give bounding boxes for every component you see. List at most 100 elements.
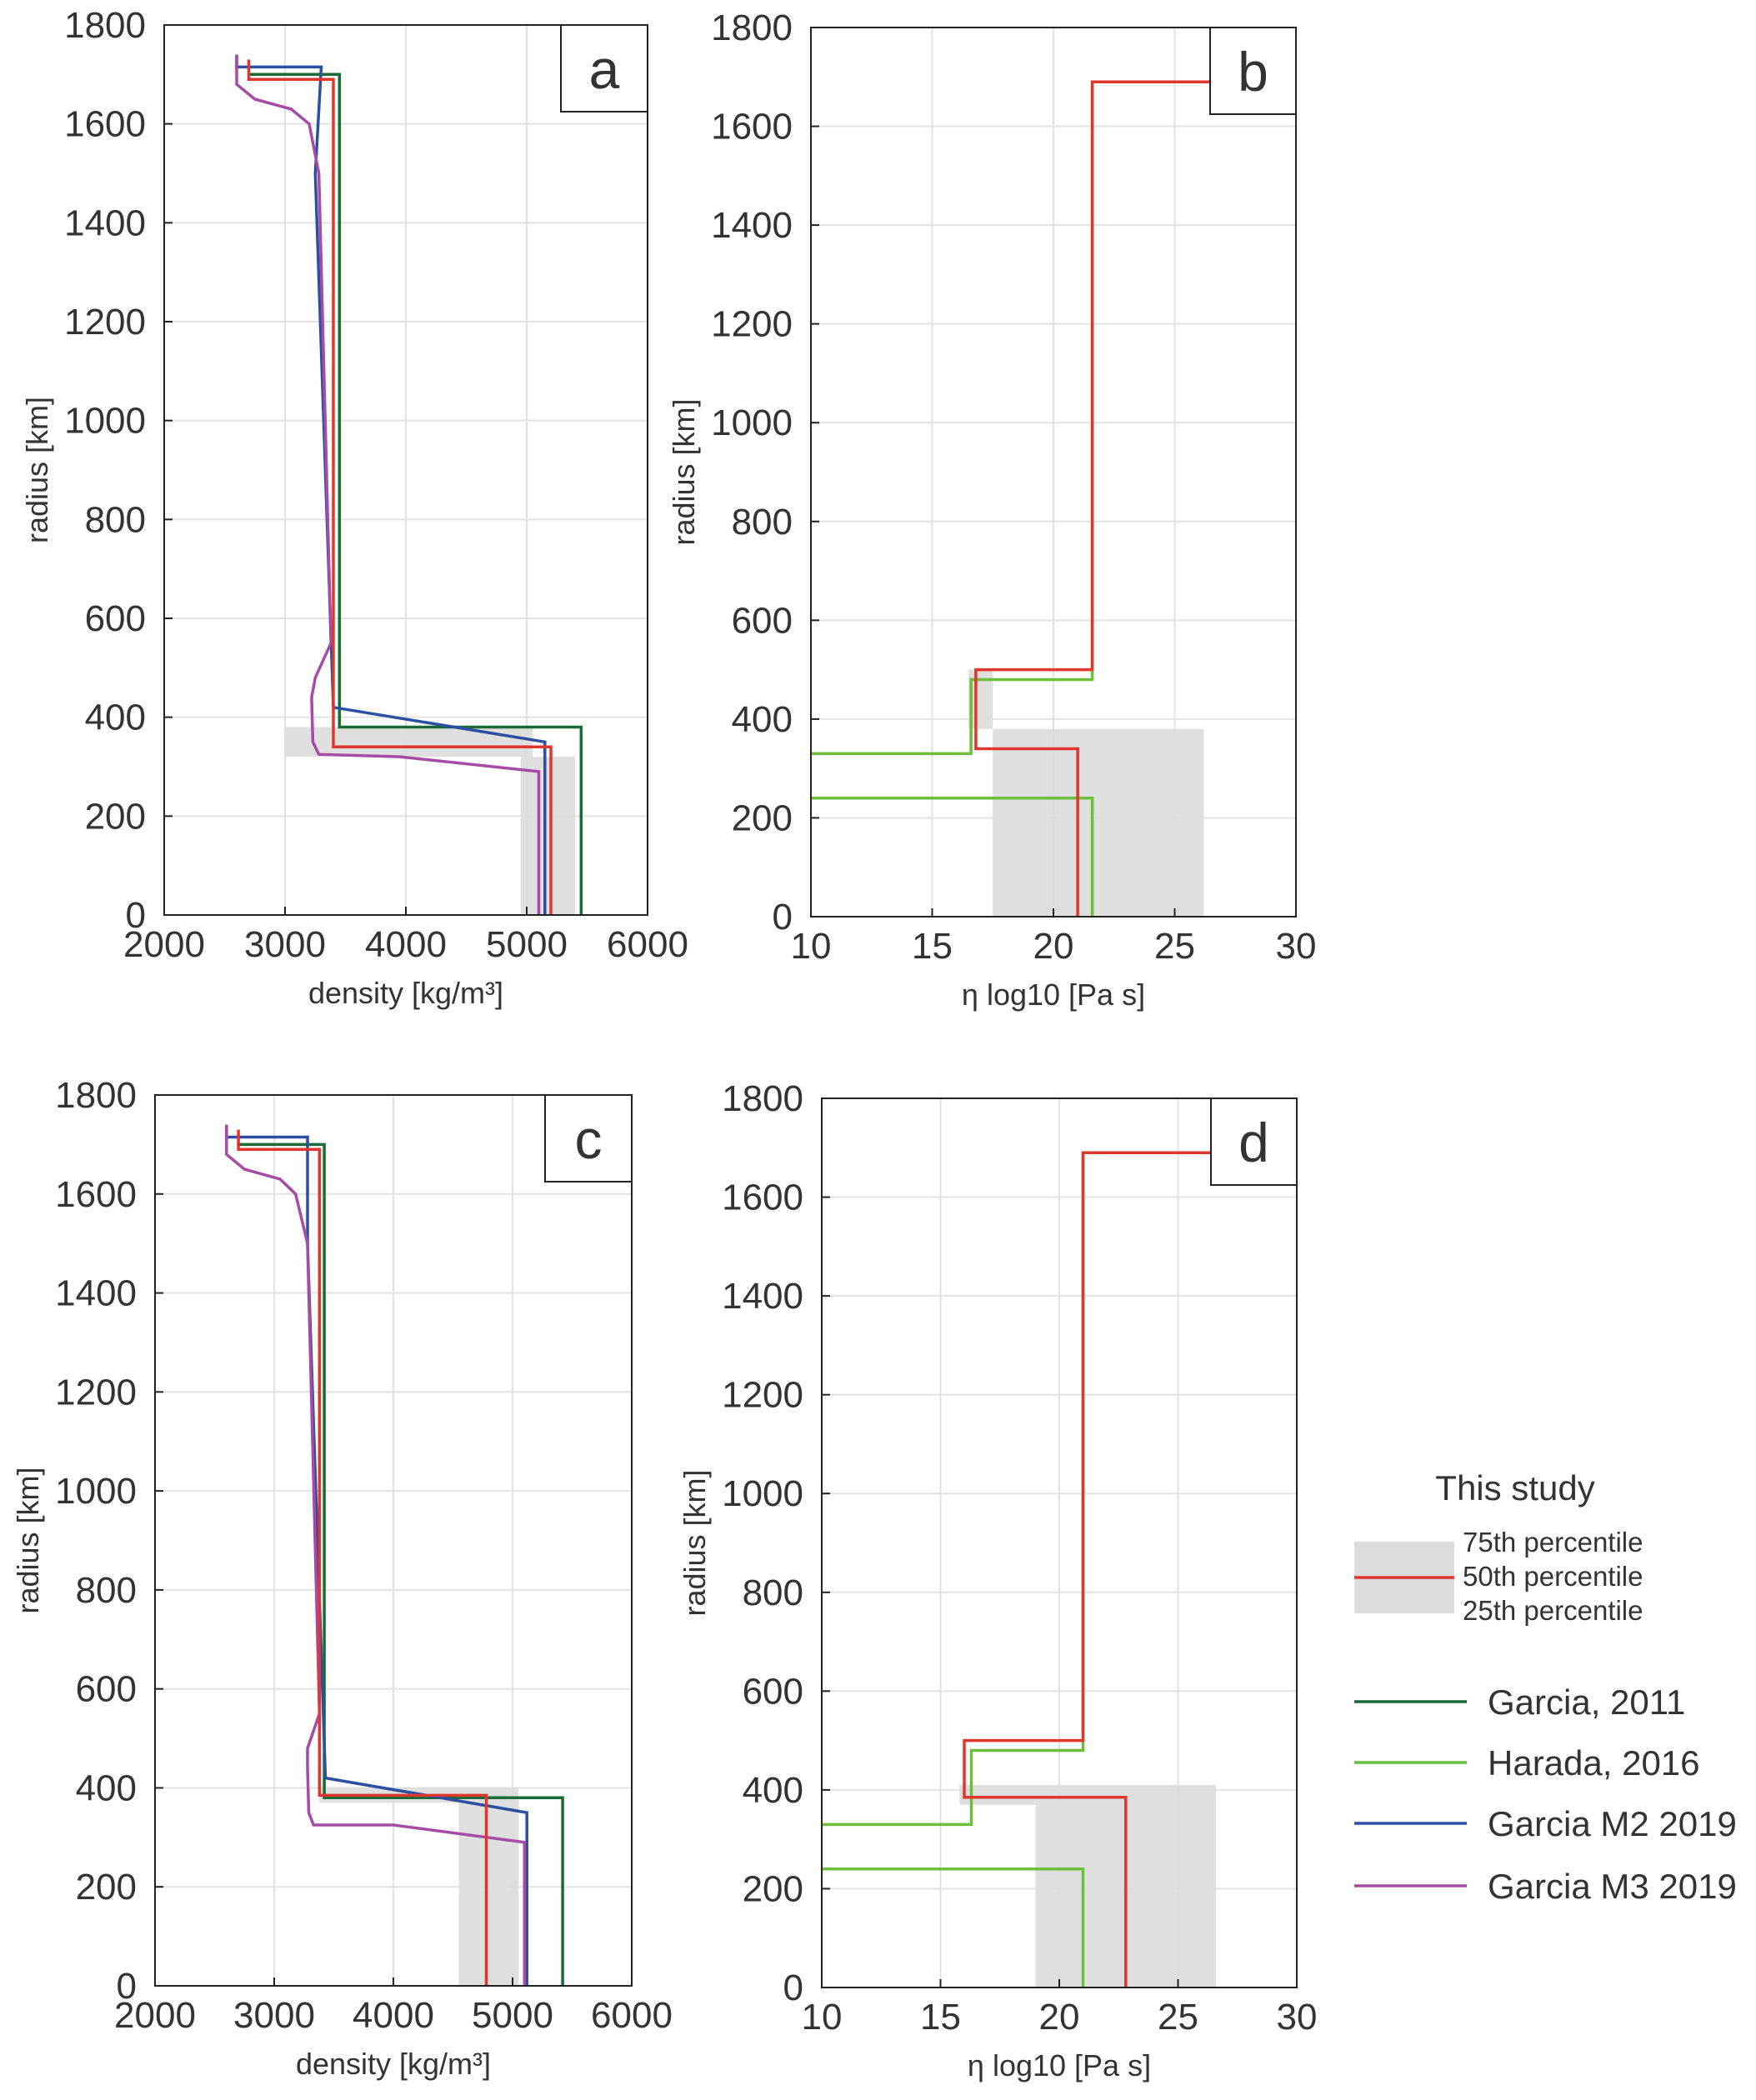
tick-label-y: 1200 xyxy=(64,302,146,342)
legend-item-label: Garcia M2 2019 xyxy=(1488,1804,1737,1843)
tick-label-y: 600 xyxy=(85,598,146,639)
tick-label-y: 600 xyxy=(76,1669,137,1710)
series-line xyxy=(822,1867,1085,1988)
tick-label-y: 0 xyxy=(783,1968,803,2008)
tick-label-x: 4000 xyxy=(353,1995,434,2036)
percentile-band xyxy=(959,1784,1036,1805)
panel-b: 10 15 20 25 30 0 200 400 600 800 1000 1200 1400 1600 1… xyxy=(667,8,1316,1012)
tick-label-y: 200 xyxy=(76,1867,137,1908)
y-axis-label: radius [km] xyxy=(20,397,54,543)
tick-label-y: 1400 xyxy=(711,205,793,246)
tick-label-x: 5000 xyxy=(486,924,568,965)
tick-label-y: 800 xyxy=(85,499,146,540)
tick-label-y: 1600 xyxy=(711,107,793,148)
panel-letter-box xyxy=(1209,27,1297,115)
tick-label-y: 800 xyxy=(743,1572,803,1613)
tick-label-y: 400 xyxy=(743,1770,803,1811)
tick-label-y: 200 xyxy=(85,796,146,837)
tick-label-y: 800 xyxy=(76,1570,137,1611)
series-line xyxy=(248,72,583,915)
panel-letter-box xyxy=(560,24,648,112)
percentile-band xyxy=(285,727,533,758)
y-axis-label: radius [km] xyxy=(667,398,701,545)
legend-item-label: Harada, 2016 xyxy=(1488,1743,1700,1782)
series-line xyxy=(247,59,553,915)
tick-label-x: 25 xyxy=(1154,926,1195,967)
series-line xyxy=(238,1142,564,1986)
tick-label-y: 1000 xyxy=(55,1471,137,1512)
series-line xyxy=(822,1152,1085,1827)
tick-label-y: 1000 xyxy=(64,401,146,442)
tick-label-x: 3000 xyxy=(244,924,326,965)
percentile-band xyxy=(520,757,575,915)
panel-letter-box xyxy=(544,1094,633,1182)
tick-label-y: 600 xyxy=(732,600,793,641)
tick-label-y: 0 xyxy=(117,1966,137,2007)
tick-label-y: 1800 xyxy=(722,1078,803,1119)
tick-label-y: 0 xyxy=(126,895,146,936)
percentile-band xyxy=(458,1802,519,1986)
tick-label-x: 10 xyxy=(802,1997,843,2038)
series-line xyxy=(235,54,547,915)
panel-a: 2000 3000 4000 5000 6000 0 200 400 600 800 1000 120… xyxy=(20,5,688,1010)
series-line xyxy=(963,1151,1297,1988)
tick-label-x: 15 xyxy=(912,926,953,967)
tick-label-x: 2000 xyxy=(114,1995,196,2036)
tick-label-x: 15 xyxy=(920,1997,961,2038)
tick-label-y: 1200 xyxy=(55,1372,137,1412)
tick-label-y: 1400 xyxy=(55,1273,137,1314)
panel-letter: b xyxy=(1238,41,1268,102)
tick-label-y: 800 xyxy=(732,502,793,542)
x-axis-label: density [kg/m³] xyxy=(296,2047,491,2081)
tick-label-y: 400 xyxy=(732,699,793,740)
legend-title: This study xyxy=(1435,1468,1594,1508)
legend-percentile-mid: 50th percentile xyxy=(1463,1561,1643,1592)
panel-letter: a xyxy=(589,38,620,100)
panel-c: 2000 3000 4000 5000 6000 0 200 400 600 800 1000 120… xyxy=(11,1075,673,2081)
panel-d: 10 15 20 25 30 0 200 400 600 800 1000 1200 1400 1600 1… xyxy=(678,1078,1317,2082)
x-axis-label: η log10 [Pa s] xyxy=(962,978,1145,1012)
tick-label-y: 200 xyxy=(743,1868,803,1909)
tick-label-y: 1000 xyxy=(711,402,793,443)
legend-item-label: Garcia M3 2019 xyxy=(1488,1867,1737,1906)
tick-label-x: 10 xyxy=(791,926,832,967)
tick-label-x: 4000 xyxy=(365,924,447,965)
x-axis-label: η log10 [Pa s] xyxy=(968,2048,1151,2082)
tick-label-y: 400 xyxy=(76,1768,137,1808)
tick-label-x: 2000 xyxy=(123,924,205,965)
tick-label-y: 1200 xyxy=(722,1375,803,1416)
tick-label-y: 1600 xyxy=(64,104,146,145)
tick-label-x: 3000 xyxy=(233,1995,315,2036)
tick-label-y: 400 xyxy=(85,698,146,738)
tick-label-y: 1000 xyxy=(722,1473,803,1514)
panel-letter: c xyxy=(575,1108,603,1170)
panel-letter: d xyxy=(1238,1112,1269,1173)
tick-label-x: 6000 xyxy=(607,924,688,965)
percentile-band xyxy=(993,728,1204,917)
tick-label-y: 1200 xyxy=(711,304,793,345)
panel-letter-box xyxy=(1210,1098,1298,1186)
tick-label-x: 5000 xyxy=(472,1995,553,2036)
tick-label-x: 30 xyxy=(1277,1997,1318,2038)
tick-label-y: 1800 xyxy=(711,8,793,48)
tick-label-y: 200 xyxy=(732,798,793,838)
legend-percentile-bottom: 25th percentile xyxy=(1463,1595,1643,1626)
series-line xyxy=(811,82,1094,756)
series-line xyxy=(237,1129,488,1986)
legend-percentile-top: 75th percentile xyxy=(1463,1527,1643,1558)
tick-label-y: 1600 xyxy=(55,1174,137,1215)
x-axis-label: density [kg/m³] xyxy=(308,976,503,1010)
tick-label-y: 1400 xyxy=(722,1276,803,1317)
y-axis-label: radius [km] xyxy=(11,1467,45,1613)
series-line xyxy=(225,1124,527,1986)
tick-label-y: 1400 xyxy=(64,202,146,243)
tick-label-x: 30 xyxy=(1276,926,1317,967)
series-line xyxy=(235,54,541,915)
tick-label-x: 25 xyxy=(1158,1997,1198,2038)
tick-label-x: 20 xyxy=(1033,926,1074,967)
series-line xyxy=(811,796,1094,917)
tick-label-y: 1800 xyxy=(64,5,146,46)
tick-label-x: 6000 xyxy=(591,1995,673,2036)
